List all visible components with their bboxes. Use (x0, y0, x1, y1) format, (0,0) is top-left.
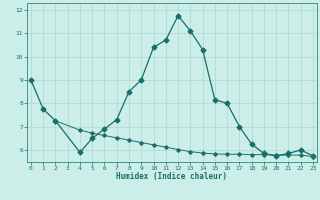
X-axis label: Humidex (Indice chaleur): Humidex (Indice chaleur) (116, 172, 228, 181)
